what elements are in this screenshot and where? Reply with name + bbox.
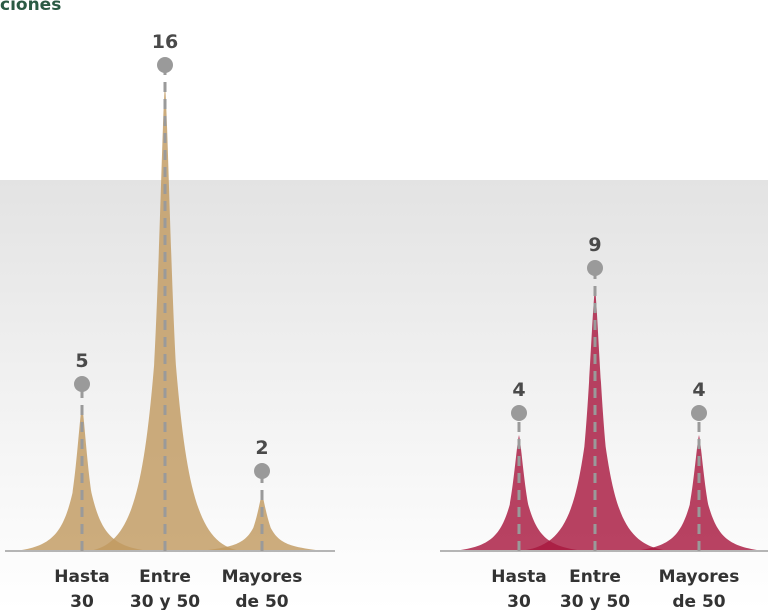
value-label-2-1: 4: [512, 379, 525, 401]
peak-2-2: [519, 290, 671, 551]
value-label-1-1: 5: [75, 350, 88, 372]
marker-dot-2-2: [587, 260, 603, 276]
category-label-line-2-1-1: Hasta: [491, 567, 546, 587]
peak-1-2: [87, 87, 243, 551]
category-label-1-3: Mayores de 50: [222, 567, 303, 610]
marker-dot-1-1: [74, 376, 90, 392]
value-label-1-3: 2: [255, 437, 268, 459]
category-label-line-2-2-1: Entre: [569, 567, 621, 587]
marker-dot-1-2: [157, 57, 173, 73]
category-label-line-2-1-2: 30: [507, 592, 531, 610]
category-label-1-2: Entre 30 y 50: [130, 567, 200, 610]
peak-1-3: [200, 493, 324, 551]
category-label-line-2-2-2: 30 y 50: [560, 592, 630, 610]
category-label-1-1: Hasta 30: [54, 567, 109, 610]
category-label-2-1: Hasta 30: [491, 567, 546, 610]
category-label-line-1-1-2: 30: [70, 592, 94, 610]
category-label-line-1-2-1: Entre: [139, 567, 191, 587]
value-label-2-2: 9: [588, 234, 601, 256]
marker-dot-2-3: [691, 405, 707, 421]
marker-dot-1-3: [254, 463, 270, 479]
category-label-line-1-3-1: Mayores: [222, 567, 303, 587]
category-label-2-2: Entre 30 y 50: [560, 567, 630, 610]
category-label-line-1-1-1: Hasta: [54, 567, 109, 587]
category-label-2-3: Mayores de 50: [659, 567, 740, 610]
page-heading: ciones: [0, 0, 62, 15]
category-label-line-1-3-2: de 50: [235, 592, 288, 610]
value-label-2-3: 4: [692, 379, 705, 401]
marker-dot-2-1: [511, 405, 527, 421]
value-label-1-2: 16: [152, 31, 178, 53]
category-label-line-1-2-2: 30 y 50: [130, 592, 200, 610]
category-label-line-2-3-1: Mayores: [659, 567, 740, 587]
category-label-line-2-3-2: de 50: [672, 592, 725, 610]
